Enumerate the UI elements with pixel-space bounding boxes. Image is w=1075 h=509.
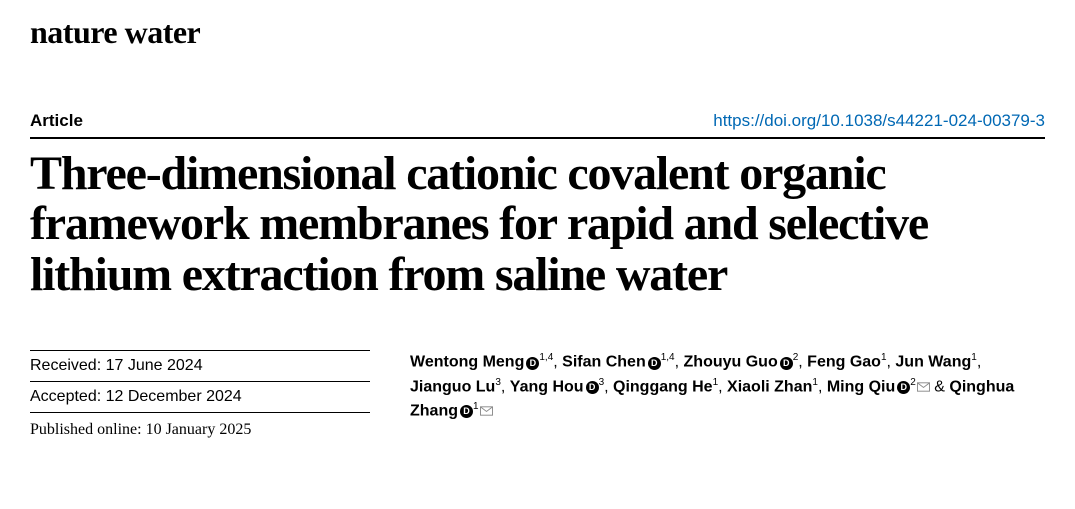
orcid-icon: D xyxy=(780,357,793,370)
published-label: Published online: xyxy=(30,421,142,438)
article-header: nature water Article https://doi.org/10.… xyxy=(0,0,1075,439)
author-affil: 1 xyxy=(812,377,818,388)
dates-block: Received: 17 June 2024 Accepted: 12 Dece… xyxy=(30,350,370,439)
meta-row: Received: 17 June 2024 Accepted: 12 Dece… xyxy=(30,350,1045,439)
author-name: Jun Wang xyxy=(895,354,971,371)
accepted-date: 12 December 2024 xyxy=(106,388,242,405)
received-label: Received: xyxy=(30,357,101,374)
article-type-label: Article xyxy=(30,111,83,131)
orcid-icon: D xyxy=(586,381,599,394)
mail-icon xyxy=(917,376,930,400)
author-name: Ming Qiu xyxy=(827,378,895,395)
accepted-row: Accepted: 12 December 2024 xyxy=(30,382,370,413)
accepted-label: Accepted: xyxy=(30,388,101,405)
author-name: Jianguo Lu xyxy=(410,378,495,395)
author-name: Wentong Meng xyxy=(410,354,524,371)
author-affil: 2 xyxy=(793,352,799,363)
author-name: Yang Hou xyxy=(510,378,584,395)
journal-name: nature water xyxy=(30,14,1045,51)
author-affil: 3 xyxy=(495,377,501,388)
author-affil: 3 xyxy=(599,377,605,388)
mail-icon xyxy=(480,400,493,424)
authors-block: Wentong MengD1,4, Sifan ChenD1,4, Zhouyu… xyxy=(410,350,1045,439)
published-row: Published online: 10 January 2025 xyxy=(30,413,370,439)
author-affil: 1,4 xyxy=(539,352,553,363)
orcid-icon: D xyxy=(526,357,539,370)
orcid-icon: D xyxy=(897,381,910,394)
doi-link[interactable]: https://doi.org/10.1038/s44221-024-00379… xyxy=(713,111,1045,131)
published-date: 10 January 2025 xyxy=(146,421,252,438)
author-name: Zhouyu Guo xyxy=(684,354,778,371)
author-name: Qinggang He xyxy=(613,378,713,395)
orcid-icon: D xyxy=(648,357,661,370)
header-top-row: Article https://doi.org/10.1038/s44221-0… xyxy=(30,111,1045,139)
orcid-icon: D xyxy=(460,405,473,418)
author-affil: 1 xyxy=(713,377,719,388)
article-title: Three-dimensional cationic covalent orga… xyxy=(30,149,1045,300)
received-date: 17 June 2024 xyxy=(106,357,203,374)
author-affil: 1 xyxy=(473,401,479,412)
author-affil: 1 xyxy=(971,352,977,363)
author-name: Xiaoli Zhan xyxy=(727,378,812,395)
received-row: Received: 17 June 2024 xyxy=(30,350,370,382)
author-affil: 2 xyxy=(910,377,916,388)
author-affil: 1 xyxy=(881,352,887,363)
author-name: Sifan Chen xyxy=(562,354,646,371)
author-name: Feng Gao xyxy=(807,354,881,371)
author-affil: 1,4 xyxy=(661,352,675,363)
